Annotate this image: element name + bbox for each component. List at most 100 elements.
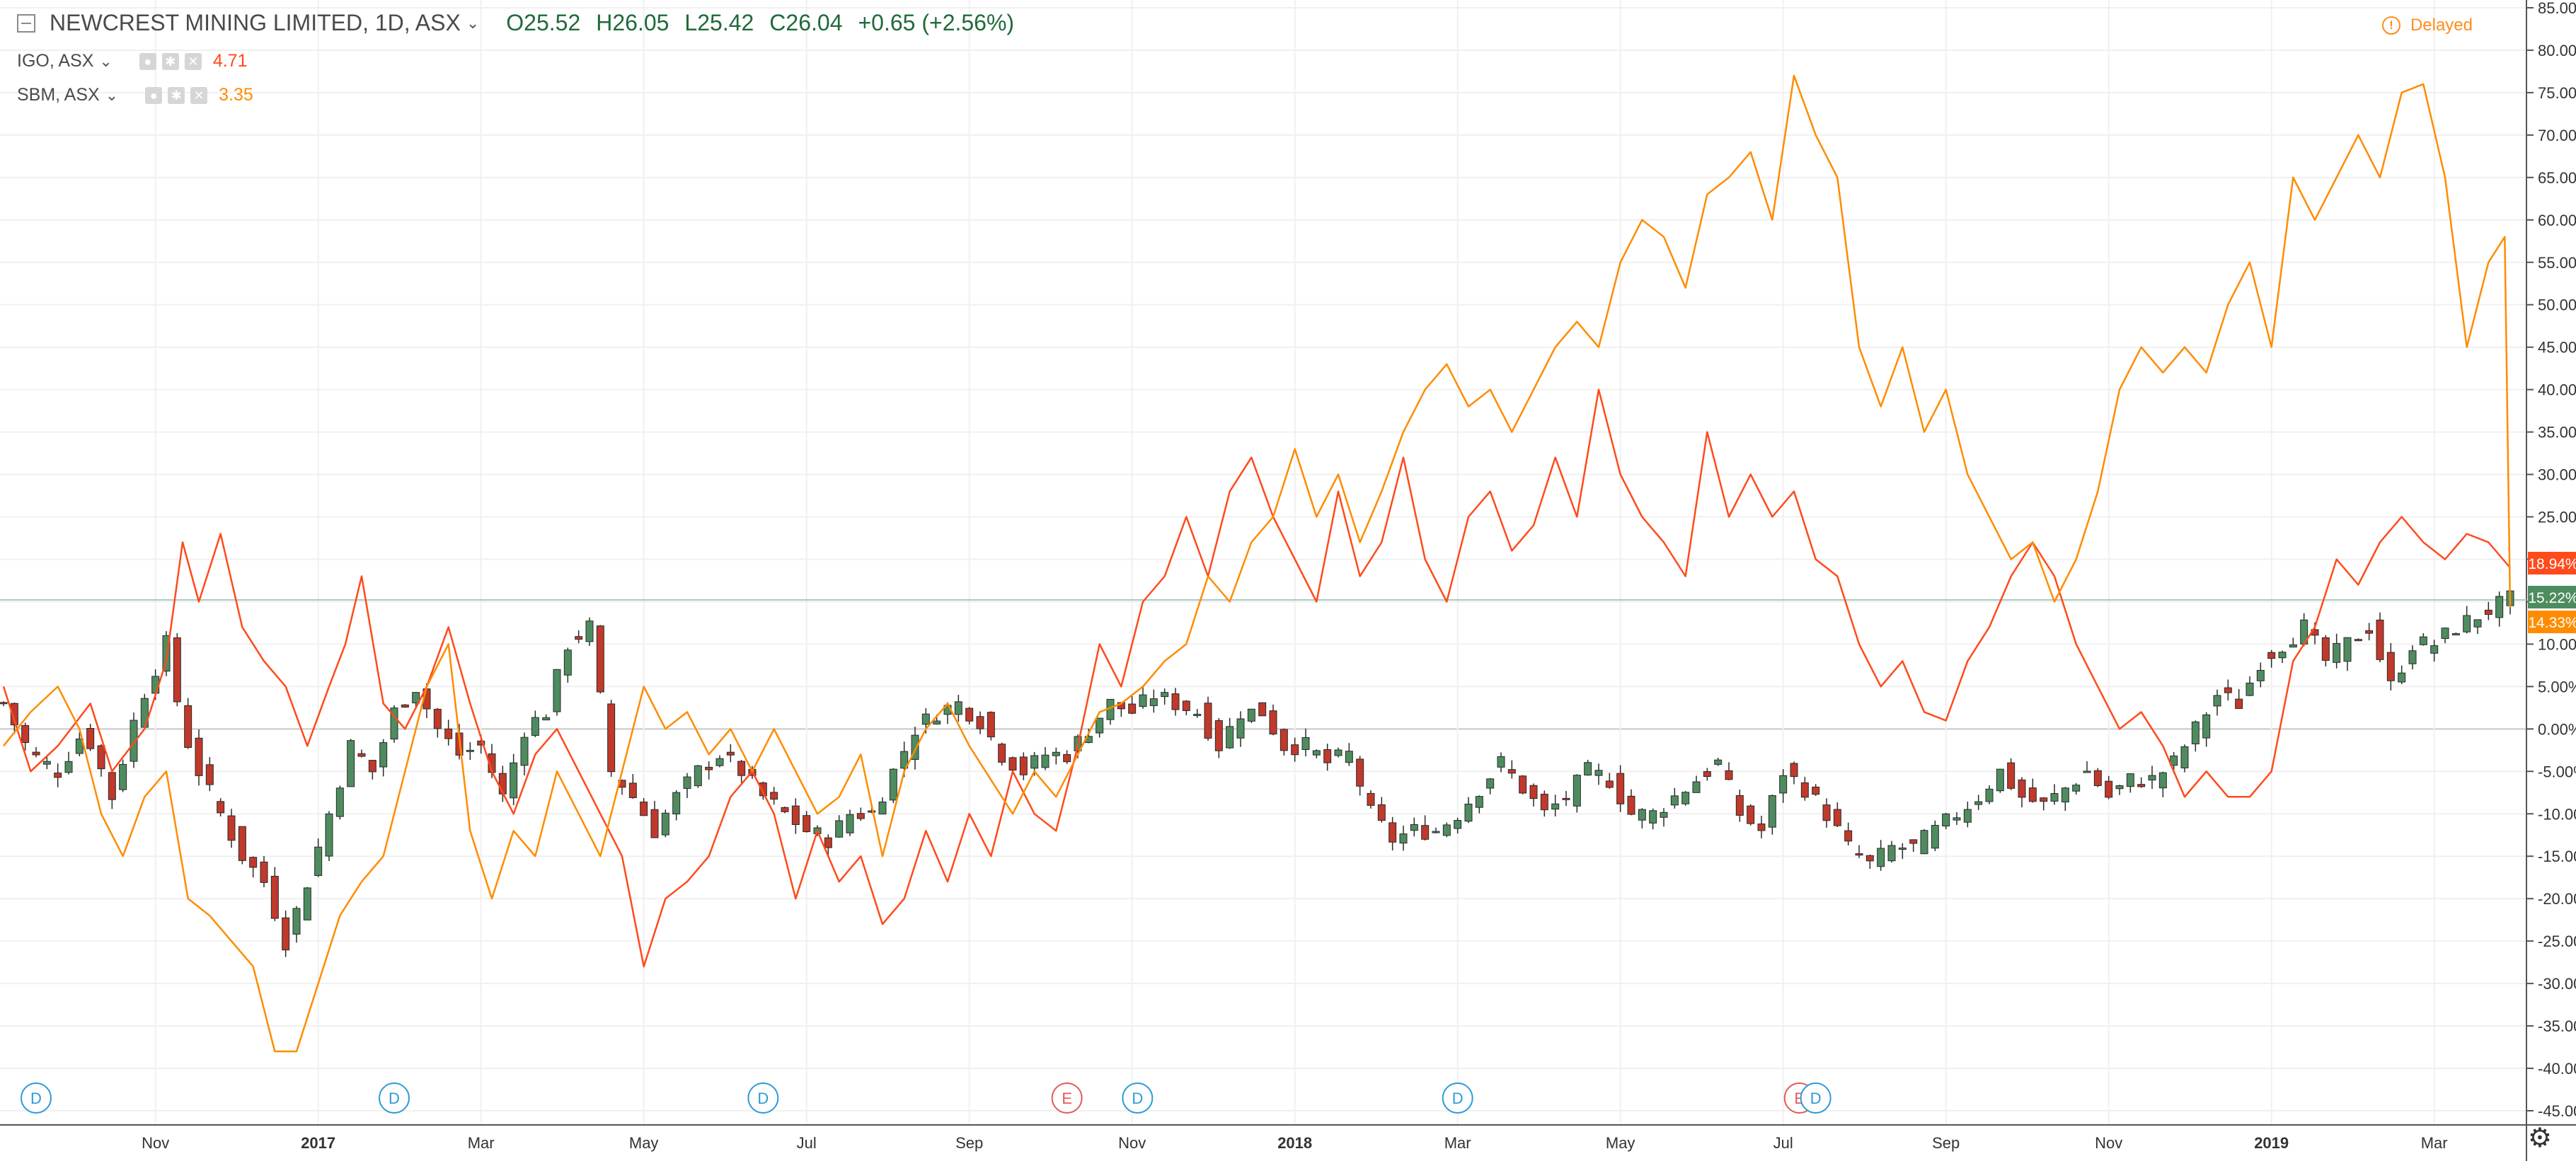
candle-body bbox=[217, 801, 225, 814]
gear-icon[interactable]: ✱ bbox=[168, 86, 185, 104]
candle-body bbox=[1096, 717, 1104, 734]
candle-body bbox=[510, 762, 518, 799]
earnings-marker-icon[interactable] bbox=[1051, 1082, 1083, 1114]
dividend-marker-icon[interactable] bbox=[21, 1082, 52, 1114]
candle-body bbox=[1660, 811, 1668, 818]
dividend-marker-icon[interactable] bbox=[747, 1082, 779, 1114]
dividend-marker-icon[interactable] bbox=[1122, 1082, 1154, 1114]
candle-body bbox=[726, 751, 735, 756]
y-tick-label: -45.00% bbox=[2538, 1102, 2576, 1120]
y-tick-label: -20.00% bbox=[2538, 890, 2576, 908]
close-icon[interactable]: ✕ bbox=[184, 52, 202, 70]
candle-body bbox=[2191, 721, 2200, 744]
dividend-marker-icon[interactable] bbox=[379, 1082, 410, 1114]
eye-icon[interactable]: ● bbox=[145, 86, 163, 104]
close-icon[interactable]: ✕ bbox=[190, 86, 208, 104]
candle-body bbox=[1388, 822, 1397, 843]
candle-body bbox=[1887, 845, 1896, 862]
candle-body bbox=[1475, 796, 1483, 808]
igo-value: 4.71 bbox=[212, 51, 248, 71]
candle-body bbox=[162, 635, 171, 672]
candle-body bbox=[1052, 751, 1060, 756]
candle-body bbox=[1725, 770, 1733, 780]
candle-body bbox=[357, 753, 366, 757]
candle-body bbox=[477, 740, 485, 746]
sbm-label[interactable]: SBM, ASX bbox=[17, 85, 100, 105]
x-tick-label: Mar bbox=[1444, 1134, 1471, 1152]
settings-gear-icon[interactable]: ⚙ bbox=[2527, 1124, 2552, 1153]
chevron-down-icon[interactable]: ⌄ bbox=[466, 13, 480, 32]
candle-body bbox=[1790, 763, 1798, 778]
dividend-marker-icon[interactable] bbox=[1800, 1082, 1832, 1114]
candle-body bbox=[238, 826, 246, 861]
candle-body bbox=[2137, 784, 2146, 787]
collapse-legend-icon[interactable] bbox=[17, 13, 35, 33]
eye-icon[interactable]: ● bbox=[139, 52, 156, 70]
candle-body bbox=[2463, 615, 2471, 633]
dividend-marker-label: D bbox=[30, 1090, 42, 1107]
candle-body bbox=[965, 707, 974, 722]
candle-body bbox=[2158, 772, 2167, 789]
candle-body bbox=[1442, 824, 1451, 836]
candle-body bbox=[1779, 775, 1788, 794]
candle-body bbox=[1800, 782, 1809, 798]
candle-body bbox=[1334, 749, 1342, 756]
x-tick-label: Mar bbox=[468, 1134, 495, 1152]
y-tick-label: 65.00% bbox=[2538, 169, 2576, 187]
candle-body bbox=[1529, 785, 1538, 799]
y-tick-label: -15.00% bbox=[2538, 848, 2576, 865]
candle-body bbox=[1963, 809, 1972, 823]
igo-label[interactable]: IGO, ASX bbox=[17, 51, 94, 71]
candle-body bbox=[2376, 619, 2384, 660]
candle-body bbox=[998, 744, 1006, 763]
candle-body bbox=[1258, 702, 1267, 717]
candle-body bbox=[21, 725, 30, 744]
delayed-indicator[interactable]: ! Delayed bbox=[2381, 16, 2473, 35]
chevron-down-icon[interactable]: ⌄ bbox=[99, 52, 113, 70]
candle-body bbox=[282, 917, 290, 951]
ohlc-values: O25.52 H26.05 L25.42 C26.04 +0.65 (+2.56%) bbox=[506, 10, 1030, 36]
candle-body bbox=[1594, 770, 1603, 776]
candle-body bbox=[1768, 795, 1776, 828]
candle-body bbox=[1236, 718, 1245, 739]
candle-body bbox=[835, 820, 844, 838]
gear-icon[interactable]: ✱ bbox=[161, 52, 179, 70]
candle-body bbox=[2072, 785, 2081, 792]
candle-body bbox=[1312, 750, 1321, 756]
candle-body bbox=[379, 742, 388, 768]
candle-body bbox=[846, 814, 854, 833]
x-tick-label: 2019 bbox=[2254, 1134, 2289, 1152]
candle-body bbox=[1551, 803, 1560, 810]
x-tick-label: 2018 bbox=[1277, 1134, 1312, 1152]
candle-body bbox=[1953, 817, 1961, 821]
dividend-marker-label: D bbox=[757, 1090, 769, 1107]
candle-body bbox=[1247, 708, 1255, 722]
candle-body bbox=[2115, 785, 2124, 790]
candle-body bbox=[694, 765, 702, 787]
candle-body bbox=[2246, 682, 2254, 696]
candle-body bbox=[2495, 596, 2504, 618]
candle-body bbox=[1464, 804, 1473, 822]
candle-body bbox=[1149, 698, 1158, 706]
close-value: C26.04 bbox=[769, 10, 843, 35]
candle-body bbox=[1280, 729, 1288, 751]
candle-body bbox=[1703, 771, 1711, 778]
candle-body bbox=[770, 792, 778, 800]
candle-body bbox=[2430, 645, 2439, 654]
candle-body bbox=[0, 702, 8, 705]
candle-body bbox=[1974, 801, 1983, 805]
candle-body bbox=[368, 760, 376, 773]
candle-body bbox=[97, 745, 105, 770]
symbol-title[interactable]: NEWCREST MINING LIMITED, 1D, ASX bbox=[50, 10, 461, 35]
y-tick-label: -10.00% bbox=[2538, 805, 2576, 823]
candle-body bbox=[2451, 633, 2460, 636]
dividend-marker-label: D bbox=[389, 1090, 400, 1107]
candle-body bbox=[1323, 749, 1332, 763]
chevron-down-icon[interactable]: ⌄ bbox=[105, 86, 119, 104]
last-value-badge bbox=[2528, 586, 2576, 608]
last-value-label: 18.94% bbox=[2528, 556, 2576, 572]
candle-body bbox=[542, 717, 551, 721]
candle-body bbox=[1128, 703, 1137, 714]
dividend-marker-icon[interactable] bbox=[1442, 1082, 1473, 1114]
